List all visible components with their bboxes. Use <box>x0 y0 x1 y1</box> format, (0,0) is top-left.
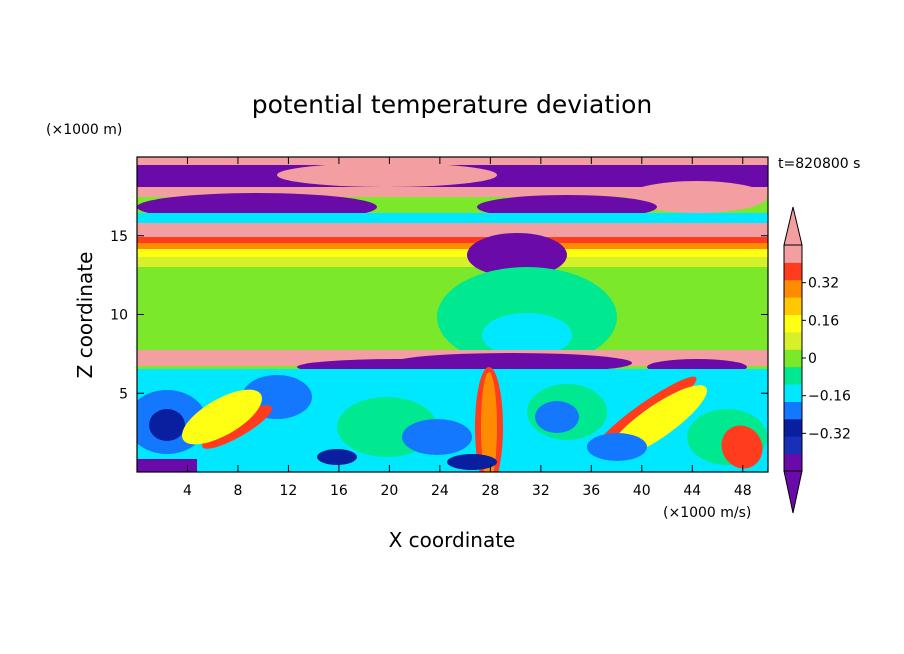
x-tick-label: 48 <box>734 483 752 499</box>
x-tick-label: 16 <box>330 483 348 499</box>
colorbar-label: 0.16 <box>808 313 839 329</box>
field-lower-yellow <box>182 389 262 445</box>
colorbar-swatch <box>784 436 802 455</box>
y-axis: 5 10 15 <box>110 229 768 402</box>
field-central-cyan <box>482 313 572 357</box>
colorbar-swatch <box>784 401 802 420</box>
field-upper-pink-cell <box>627 181 767 213</box>
y-tick-label: 10 <box>110 308 128 324</box>
x-axis: 4 8 12 16 20 24 28 32 36 40 44 48 <box>183 157 752 499</box>
field-transition-orange <box>137 243 768 249</box>
x-unit-label: (×1000 m/s) <box>663 505 751 521</box>
field-transition-cyan <box>137 213 768 223</box>
colorbar-upper-extension <box>783 206 803 246</box>
colorbar-label: −0.32 <box>808 426 851 442</box>
colorbar-swatch <box>784 297 802 316</box>
y-axis-title: Z coordinate <box>73 252 97 379</box>
field-transition-red <box>137 237 768 243</box>
colorbar-swatch <box>784 262 802 281</box>
x-tick-label: 12 <box>280 483 298 499</box>
field-lower-navy <box>149 409 185 441</box>
x-tick-label: 8 <box>233 483 242 499</box>
x-tick-label: 32 <box>532 483 550 499</box>
colorbar-swatch <box>784 349 802 368</box>
field-lower-blue <box>587 433 647 461</box>
field-bottom-purple <box>137 459 197 472</box>
chart-title: potential temperature deviation <box>252 90 652 119</box>
x-tick-label: 36 <box>582 483 600 499</box>
x-tick-label: 24 <box>431 483 449 499</box>
plot-area <box>137 157 768 472</box>
colorbar-label: 0 <box>808 351 817 367</box>
field-lower-blue <box>402 419 472 455</box>
colorbar-lower-extension <box>783 470 803 514</box>
field-lower-red <box>721 425 763 469</box>
field-turbulent-purple <box>467 233 567 277</box>
field-transition-yellow <box>137 249 768 257</box>
x-axis-title: X coordinate <box>389 528 516 552</box>
colorbar-swatch <box>784 384 802 402</box>
y-tick-label: 5 <box>119 386 128 402</box>
temperature-field <box>137 157 768 472</box>
field-lower-navy <box>447 454 497 470</box>
colorbar-swatch <box>784 279 802 298</box>
field-lower-navy <box>317 449 357 465</box>
field-transition-lime <box>137 257 768 267</box>
x-tick-label: 28 <box>481 483 499 499</box>
x-tick-label: 44 <box>683 483 701 499</box>
x-tick-label: 20 <box>380 483 398 499</box>
colorbar-swatch <box>784 331 802 350</box>
colorbar-label: −0.16 <box>808 389 851 405</box>
y-tick-label: 15 <box>110 229 128 245</box>
y-unit-label: (×1000 m) <box>46 122 122 138</box>
colorbar-swatch <box>784 453 802 472</box>
field-upper-pink-cell <box>277 163 497 187</box>
colorbar-label: 0.32 <box>808 276 839 292</box>
colorbar-swatch <box>784 314 802 333</box>
x-tick-label: 4 <box>183 483 192 499</box>
colorbar: 0.32 0.16 0 −0.16 −0.32 <box>783 206 851 514</box>
colorbar-swatch <box>784 418 802 437</box>
colorbar-swatch <box>784 245 802 263</box>
field-lower-blue <box>535 401 579 433</box>
field-transition-pink <box>137 223 768 237</box>
time-label: t=820800 s <box>778 156 860 172</box>
field-lower-orange <box>481 372 497 472</box>
colorbar-swatch <box>784 366 802 385</box>
x-tick-label: 40 <box>633 483 651 499</box>
